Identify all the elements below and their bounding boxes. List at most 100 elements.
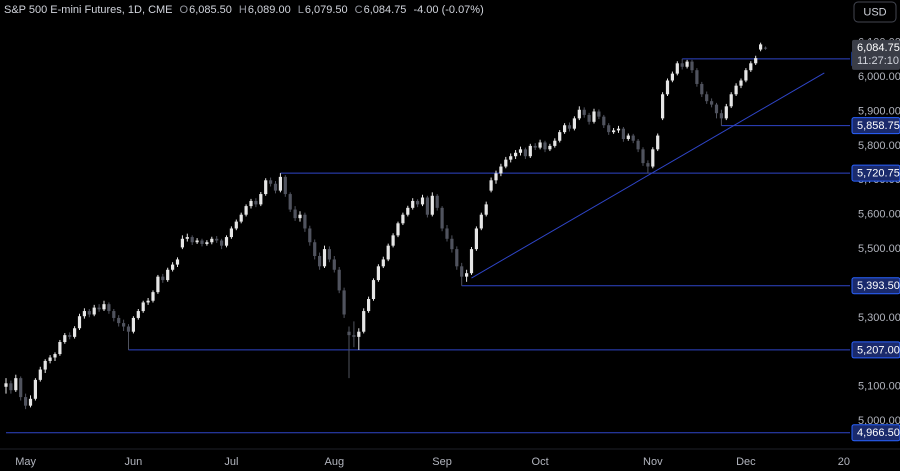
header-item: -4.00 (-0.07%)	[413, 4, 483, 16]
candle-body	[303, 214, 307, 229]
candle-body	[269, 180, 273, 184]
candle-body	[714, 104, 719, 114]
candle-body	[322, 249, 327, 267]
candle-body	[362, 311, 366, 332]
candle-body	[386, 245, 390, 260]
candle-body	[205, 242, 209, 244]
level-price-box	[851, 341, 900, 359]
y-tick-label: 5,300.00	[858, 312, 900, 324]
candle-body	[592, 111, 596, 122]
candle-body	[38, 369, 42, 380]
level-price-box	[851, 117, 900, 135]
x-tick-label: Dec	[736, 456, 756, 468]
candle-body	[273, 183, 278, 191]
header-item: 6,089.00	[248, 4, 291, 16]
candle-body	[612, 130, 616, 133]
candle-body	[332, 259, 336, 270]
candle-body	[479, 214, 483, 229]
candle-body	[318, 256, 322, 267]
candle-body	[4, 383, 8, 387]
candle-body	[308, 228, 312, 243]
candle-body	[43, 360, 47, 370]
candle-body	[509, 156, 513, 160]
candle-body	[24, 397, 28, 406]
candle-body	[126, 326, 131, 332]
candle-body	[425, 197, 429, 215]
candle-body	[435, 195, 439, 208]
x-tick-label: Oct	[532, 456, 549, 468]
candle-body	[626, 135, 630, 140]
candle-body	[533, 145, 537, 148]
candle-body	[77, 316, 82, 329]
candle-body	[283, 176, 287, 195]
currency-label[interactable]: USD	[863, 6, 886, 18]
candle-body	[180, 238, 184, 248]
y-tick-label: 5,000.00	[858, 415, 900, 427]
candle-body	[112, 311, 116, 318]
candle-body	[367, 299, 371, 312]
candle-body	[342, 290, 346, 315]
candle-body	[146, 300, 150, 303]
candle-body	[665, 80, 670, 95]
candle-body	[553, 140, 557, 146]
candle-body	[401, 214, 405, 224]
candle-body	[327, 249, 331, 260]
candle-body	[548, 145, 552, 150]
candle-body	[229, 228, 233, 238]
level-price-label: 4,966.50	[857, 427, 900, 439]
candle-body	[371, 280, 376, 300]
candle-body	[597, 111, 601, 117]
candle-body	[670, 73, 674, 81]
candle-body	[690, 61, 694, 71]
header-item: S&P 500 E-mini Futures, 1D, CME	[4, 4, 173, 16]
candle-body	[63, 335, 67, 343]
candle-body	[406, 207, 410, 215]
candle-body	[572, 118, 576, 129]
candle-body	[33, 379, 37, 399]
candle-body	[151, 292, 155, 301]
candle-body	[249, 200, 253, 207]
candle-body	[244, 206, 248, 215]
candle-body	[563, 125, 567, 133]
candle-body	[97, 307, 101, 310]
candle-body	[136, 311, 140, 318]
candle-body	[352, 335, 356, 337]
candle-body	[391, 235, 395, 246]
current-price-box	[852, 39, 900, 70]
candle-body	[107, 304, 111, 312]
candle-body	[749, 63, 753, 71]
candle-body	[469, 249, 474, 274]
candle-body	[420, 197, 425, 205]
currency-button[interactable]	[853, 1, 897, 23]
header-item: H	[239, 4, 247, 16]
candle-body	[161, 276, 165, 281]
candle-body	[494, 173, 498, 181]
candle-body	[264, 180, 268, 195]
candle-body	[254, 200, 258, 205]
candle-body	[313, 242, 317, 256]
candle-body	[14, 378, 18, 391]
candle-body	[602, 116, 606, 126]
y-tick-label: 5,500.00	[858, 243, 900, 255]
header-item: 6,079.50	[305, 4, 348, 16]
candle-body	[695, 70, 699, 84]
chart-header: S&P 500 E-mini Futures, 1D, CME O6,085.50…	[4, 4, 484, 16]
candle-body	[607, 125, 611, 133]
y-tick-label: 5,600.00	[858, 209, 900, 221]
level-price-label: 5,720.75	[857, 168, 900, 180]
level-price-label: 5,393.50	[857, 280, 900, 292]
candle-body	[558, 132, 562, 141]
candle-body	[131, 317, 135, 332]
candle-body	[754, 58, 758, 64]
candle-body	[357, 331, 361, 337]
level-price-box	[851, 277, 900, 295]
candle-body	[200, 240, 204, 244]
candle-body	[621, 128, 625, 140]
candle-body	[729, 94, 733, 107]
candle-body	[577, 109, 581, 119]
candle-body	[641, 149, 645, 164]
candle-body	[9, 383, 13, 391]
candle-body	[298, 214, 302, 219]
header-item: O	[180, 4, 189, 16]
trendline	[471, 72, 825, 279]
